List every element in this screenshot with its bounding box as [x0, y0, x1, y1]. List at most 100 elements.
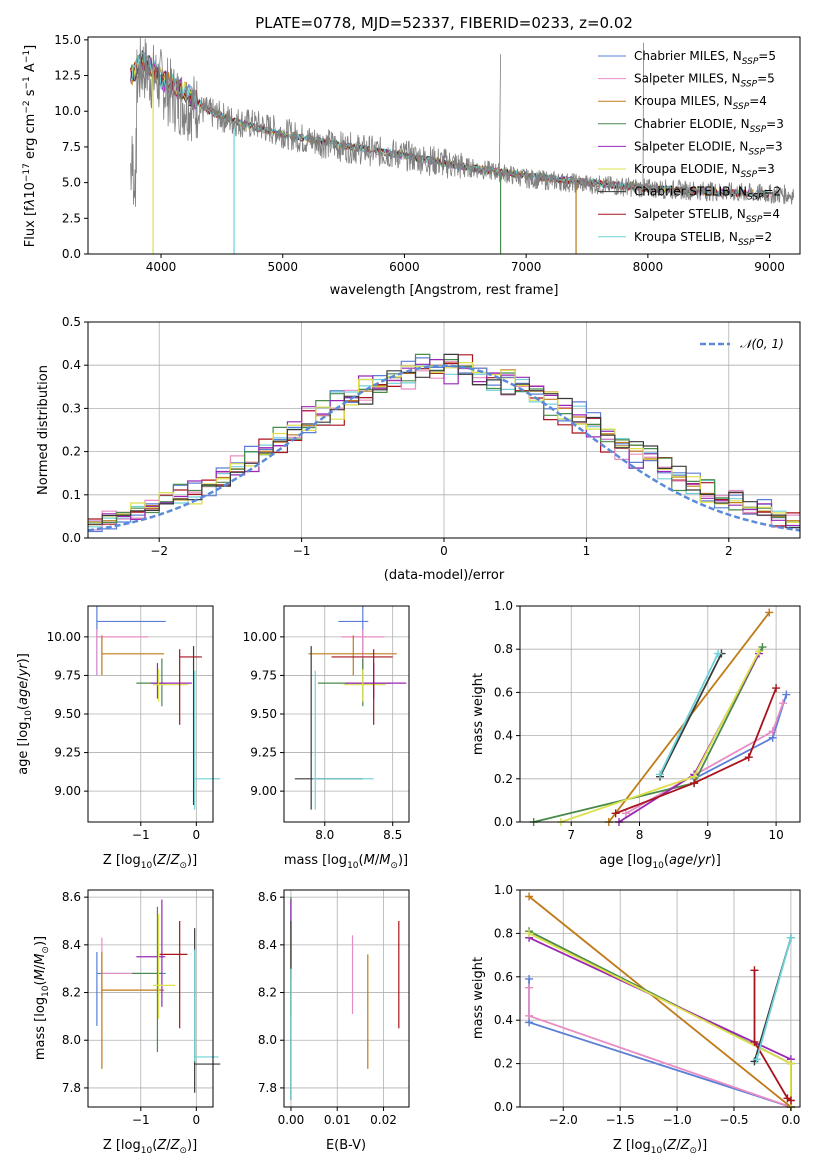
y-tick-label: 1.0	[494, 599, 513, 613]
legend-entry: Salpeter STELIB, NSSP=4	[634, 207, 780, 225]
x-tick-label: 9	[704, 828, 712, 842]
mass-weight-line	[528, 930, 792, 1107]
figure-title: PLATE=0778, MJD=52337, FIBERID=0233, z=0…	[255, 14, 633, 32]
massweight-vs-metallicity-ylabel: mass weight	[471, 957, 486, 1039]
observed-spectrum-spike	[642, 42, 645, 189]
mass-weight-marker	[786, 1059, 795, 1068]
normal-distribution-curve	[87, 364, 801, 532]
mass-vs-metallicity-xlabel: Z [log10(Z/Z⊙)]	[103, 1138, 197, 1156]
x-tick-label: 2	[725, 544, 733, 558]
observed-spectrum-line	[130, 37, 795, 207]
x-tick-label: 0.01	[324, 1113, 351, 1127]
age-vs-metallicity-axes: −1 0 9.00 9.25 9.50 9.75 10.00	[47, 630, 201, 842]
y-tick-label: 7.8	[258, 1081, 277, 1095]
massweight-vs-age-xlabel: age [log10(age/yr)]	[599, 853, 721, 871]
mass-weight-marker	[750, 966, 759, 975]
y-tick-label: 0.2	[494, 772, 513, 786]
mass-weight-marker	[752, 1055, 761, 1064]
residuals-plot-area	[87, 321, 801, 539]
mass-weight-marker	[765, 608, 774, 617]
y-tick-label: 0.6	[494, 970, 513, 984]
massweight-vs-age-frame	[519, 605, 801, 823]
observed-spectrum-spike	[498, 54, 501, 173]
legend-entry: Kroupa MILES, NSSP=4	[634, 94, 767, 112]
mass-vs-extinction-frame	[283, 889, 410, 1108]
y-tick-label: 0.2	[494, 1057, 513, 1071]
mass-weight-marker	[755, 647, 764, 656]
x-tick-label: 8.0	[315, 828, 334, 842]
massweight-vs-metallicity-panel: −2.0 −1.5 −1.0 −0.5 0.0 0.0 0.2 0.4 0.6 0.8 1.0 Z …	[471, 883, 801, 1156]
residuals-ylabel: Normed distribution	[36, 365, 51, 495]
massweight-vs-metallicity-frame	[519, 889, 801, 1108]
age-vs-metallicity-panel: −1 0 9.00 9.25 9.50 9.75 10.00 Z [log10(Z/Z⊙)]…	[16, 605, 221, 871]
massweight-vs-metallicity-plot-area	[520, 889, 800, 1111]
y-tick-label: 8.2	[258, 986, 277, 1000]
mass-vs-metallicity-plot-area	[88, 890, 221, 1107]
y-tick-label: 9.50	[250, 707, 277, 721]
mass-vs-extinction-xlabel: E(B-V)	[326, 1138, 366, 1153]
spectrum-legend: Chabrier MILES, NSSP=5 Salpeter MILES, NS…	[598, 49, 784, 248]
mass-weight-line	[755, 937, 792, 1060]
mass-vs-metallicity-ylabel: mass [log10(M/M⊙)]	[33, 936, 51, 1060]
x-tick-label: 10	[768, 828, 783, 842]
residual-histogram	[88, 353, 800, 529]
y-tick-label: 7.8	[62, 1081, 81, 1095]
mass-vs-metallicity-frame	[87, 889, 214, 1108]
y-tick-label: 8.6	[62, 890, 81, 904]
massweight-vs-age-ylabel: mass weight	[471, 673, 486, 755]
mass-weight-marker	[782, 690, 791, 699]
y-tick-label: 10.00	[243, 630, 277, 644]
x-tick-label: 6000	[389, 260, 420, 274]
y-tick-label: 0.2	[62, 445, 81, 459]
legend-entry: Kroupa ELODIE, NSSP=3	[634, 162, 775, 180]
y-tick-label: 0.8	[494, 642, 513, 656]
y-tick-label: 8.4	[258, 938, 277, 952]
y-tick-label: 9.00	[54, 784, 81, 798]
spectrum-plot-area	[130, 37, 795, 254]
massweight-vs-age-panel: 7 8 9 10 0.0 0.2 0.4 0.6 0.8 1.0 age [log10(age/y…	[471, 599, 801, 871]
mass-vs-metallicity-axes: −1 0 7.8 8.0 8.2 8.4 8.6	[62, 890, 200, 1127]
legend-entry: Kroupa STELIB, NSSP=2	[634, 230, 772, 248]
massweight-vs-metallicity-axes: −2.0 −1.5 −1.0 −0.5 0.0 0.0 0.2 0.4 0.6 0.8 1.0	[494, 883, 801, 1127]
x-tick-label: 0	[193, 828, 201, 842]
age-vs-mass-axes: 8.0 8.5 9.00 9.25 9.50 9.75 10.00	[243, 630, 403, 842]
residuals-axes: −2 −1 0 1 2 0.0 0.1 0.2 0.3 0.4 0.5	[62, 315, 733, 558]
age-vs-metallicity-plot-area	[88, 606, 221, 822]
mass-weight-marker	[690, 779, 699, 788]
legend-entry: Chabrier STELIB, NSSP=2	[634, 185, 781, 203]
y-tick-label: 12.5	[54, 69, 81, 83]
x-tick-label: 5000	[267, 260, 298, 274]
legend-entry: Chabrier MILES, NSSP=5	[634, 49, 776, 67]
y-tick-label: 0.4	[62, 358, 81, 372]
mass-weight-marker	[525, 974, 534, 983]
y-tick-label: 8.0	[258, 1033, 277, 1047]
x-tick-label: −1.5	[606, 1113, 635, 1127]
mass-vs-metallicity-panel: −1 0 7.8 8.0 8.2 8.4 8.6 Z [log10(Z/Z⊙)] mass …	[33, 889, 221, 1156]
age-vs-mass-panel: 8.0 8.5 9.00 9.25 9.50 9.75 10.00 mass [log10(…	[243, 605, 410, 871]
residuals-xlabel: (data-model)/error	[384, 568, 505, 583]
massweight-vs-metallicity-xlabel: Z [log10(Z/Z⊙)]	[613, 1138, 707, 1156]
mass-weight-marker	[525, 1011, 534, 1020]
residual-histogram	[88, 362, 800, 523]
mass-weight-line	[659, 653, 723, 778]
y-tick-label: 9.75	[250, 668, 277, 682]
mass-weight-marker	[621, 809, 630, 818]
legend-entry: Salpeter ELODIE, NSSP=3	[634, 139, 783, 157]
y-tick-label: 15.0	[54, 33, 81, 47]
y-tick-label: 8.6	[258, 890, 277, 904]
x-tick-label: −2.0	[549, 1113, 578, 1127]
mass-weight-marker	[525, 929, 534, 938]
x-tick-label: 8.5	[383, 828, 402, 842]
mass-weight-marker	[656, 770, 664, 779]
age-vs-mass-xlabel: mass [log10(M/M⊙)]	[284, 853, 408, 871]
x-tick-label: 0.02	[370, 1113, 397, 1127]
massweight-vs-age-axes: 7 8 9 10 0.0 0.2 0.4 0.6 0.8 1.0	[494, 599, 784, 842]
mass-weight-line	[659, 653, 719, 775]
mass-weight-marker	[611, 809, 620, 818]
x-tick-label: −1	[293, 544, 311, 558]
mass-weight-line	[615, 687, 777, 815]
mass-weight-line	[533, 646, 764, 823]
x-tick-label: 0.00	[278, 1113, 305, 1127]
x-tick-label: 7000	[511, 260, 542, 274]
